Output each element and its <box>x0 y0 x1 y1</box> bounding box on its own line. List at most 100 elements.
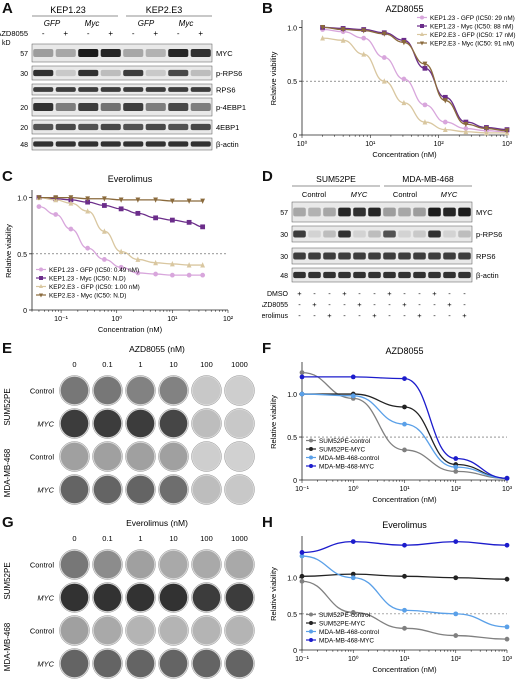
dose-response-chart-c: Everolimus 0 0.5 1.0 10⁻¹ 10⁰ 10¹ 10² Concentrat… <box>4 174 234 334</box>
data-point <box>186 262 192 268</box>
band <box>78 87 99 92</box>
band <box>123 87 144 92</box>
data-point <box>299 553 305 559</box>
band <box>100 49 121 57</box>
band <box>338 252 351 260</box>
data-point <box>299 550 305 555</box>
data-point <box>463 128 469 135</box>
colony-density <box>192 583 221 612</box>
data-point <box>350 575 356 581</box>
legend-label: KEP1.23 - Myc (IC50: N.D) <box>49 276 126 283</box>
construct-label: MYC <box>441 190 458 199</box>
legend-label: KEP1.23 - GFP (IC50: 29 nM) <box>430 15 515 22</box>
series-curve <box>301 371 508 479</box>
data-point <box>68 226 74 232</box>
blot-row-strip <box>291 201 473 223</box>
data-point <box>101 257 107 262</box>
band <box>368 207 381 217</box>
y-tick-label: 0 <box>23 308 27 315</box>
y-tick-label: 0 <box>293 648 297 655</box>
blot-row-label: 4EBP1 <box>216 123 239 132</box>
colony-density <box>60 649 89 678</box>
data-point <box>101 203 107 208</box>
data-point <box>350 610 356 615</box>
concentration-label: 1000 <box>231 360 248 369</box>
band <box>145 123 166 131</box>
band <box>78 141 99 147</box>
band <box>55 123 76 131</box>
blot-row-strip <box>31 83 213 96</box>
mw-marker: 20 <box>20 105 28 112</box>
band <box>353 252 366 260</box>
band <box>293 252 306 260</box>
band <box>33 123 54 131</box>
band <box>100 141 121 147</box>
blot-row-label: RPS6 <box>216 86 236 95</box>
data-point <box>320 35 325 41</box>
mw-marker: 30 <box>280 254 288 261</box>
data-point <box>153 259 159 266</box>
treatment-sign: - <box>343 311 346 320</box>
colony-density <box>126 442 155 471</box>
data-point <box>169 198 175 204</box>
blot-row-strip <box>31 137 213 151</box>
data-point <box>118 264 124 270</box>
series-curve <box>38 205 203 276</box>
colony-density <box>93 376 122 405</box>
data-point <box>402 573 407 579</box>
band <box>458 207 471 217</box>
band <box>293 271 306 279</box>
treatment-sign: - <box>298 311 301 320</box>
treatment-sign: - <box>388 311 391 320</box>
chart-title: AZD8055 <box>385 346 423 356</box>
data-point <box>422 119 428 125</box>
legend-label: KEP2.E3 - GFP (IC50: 17 nM) <box>430 32 515 39</box>
blot-row-label: MYC <box>216 49 233 58</box>
band <box>338 230 351 238</box>
data-point <box>118 206 124 212</box>
colony-density <box>225 649 254 678</box>
colony-plates-g: Everolimus (nM) 0 0.1 1 10 100 1000 Control MYC C… <box>3 518 255 679</box>
treatment-label: AZD8055 <box>262 302 288 309</box>
cell-line-label: SUM52PE <box>3 562 12 599</box>
concentration-label: 0 <box>72 360 76 369</box>
band <box>100 123 121 131</box>
data-point <box>200 262 206 268</box>
data-point <box>453 575 459 581</box>
colony-density <box>159 376 188 405</box>
band <box>145 103 166 111</box>
legend-label: MDA-MB-468-control <box>319 455 379 462</box>
band <box>55 141 76 147</box>
band <box>145 141 166 147</box>
colony-density <box>126 409 155 438</box>
blot-row-label: p-4EBP1 <box>216 103 246 112</box>
band <box>428 230 441 238</box>
x-tick-label: 10¹ <box>365 141 376 148</box>
y-axis-label: Relative viability <box>269 395 278 449</box>
treatment-sign: - <box>343 300 346 309</box>
band <box>123 49 144 57</box>
panel-letter-h: H <box>262 514 273 531</box>
x-tick-label: 10² <box>451 656 462 663</box>
colony-density <box>60 616 89 645</box>
treatment-sign: - <box>373 300 376 309</box>
data-point <box>350 571 356 577</box>
colony-density <box>126 550 155 579</box>
x-axis-label: Concentration (nM) <box>372 495 437 504</box>
plate-row-label: Control <box>30 453 55 462</box>
data-point <box>504 576 510 582</box>
data-point <box>169 217 175 223</box>
x-tick-label: 10³ <box>502 141 513 148</box>
construct-label: Myc <box>85 19 100 28</box>
data-point <box>504 636 510 642</box>
x-tick-label: 10⁰ <box>348 655 359 663</box>
colony-density <box>93 649 122 678</box>
band <box>190 69 211 77</box>
mw-marker: 30 <box>20 71 28 78</box>
band <box>33 87 54 92</box>
data-point <box>402 421 407 427</box>
band <box>353 271 366 279</box>
data-point <box>504 128 510 134</box>
band <box>443 252 456 260</box>
data-point <box>402 447 407 453</box>
